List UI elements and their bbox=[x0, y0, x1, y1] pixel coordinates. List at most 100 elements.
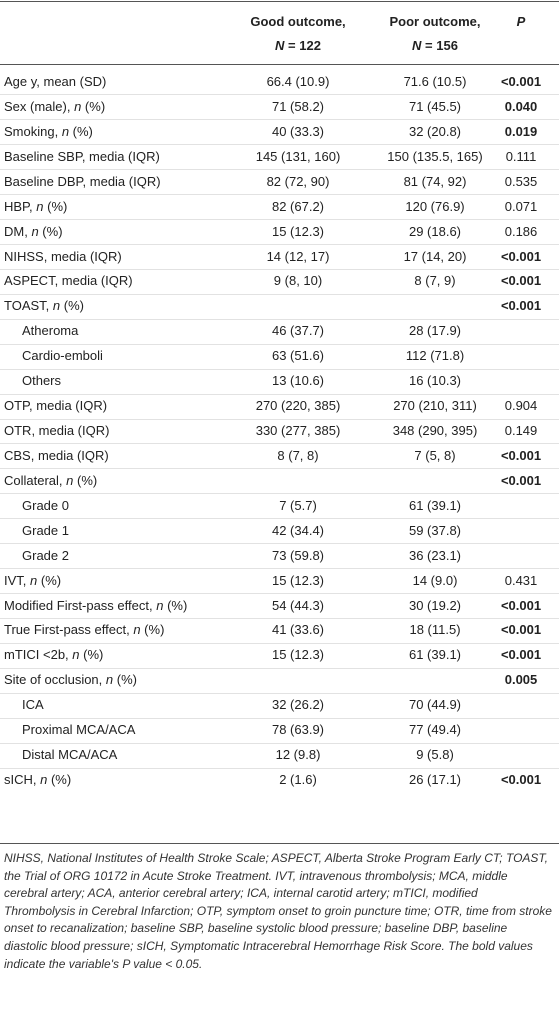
cell-p: <0.001 bbox=[500, 647, 542, 663]
header-rule bbox=[0, 64, 559, 65]
row-separator bbox=[0, 94, 559, 95]
row-separator bbox=[0, 618, 559, 619]
cell-good: 54 (44.3) bbox=[271, 597, 325, 613]
row-label: OTR, media (IQR) bbox=[4, 423, 110, 439]
header-cell: N = 156 bbox=[412, 38, 458, 53]
row-separator bbox=[0, 718, 559, 719]
cell-poor: 77 (49.4) bbox=[408, 722, 462, 738]
cell-good: 42 (34.4) bbox=[271, 522, 325, 538]
cell-poor: 348 (290, 395) bbox=[392, 423, 478, 439]
cell-p: 0.149 bbox=[504, 423, 538, 439]
cell-good: 15 (12.3) bbox=[271, 572, 325, 588]
header-cell: Good outcome, bbox=[250, 14, 346, 29]
header-cell: Poor outcome, bbox=[389, 14, 481, 29]
cell-good: 82 (67.2) bbox=[271, 198, 325, 214]
row-separator bbox=[0, 568, 559, 569]
row-separator bbox=[0, 419, 559, 420]
top-rule bbox=[0, 1, 559, 2]
row-separator bbox=[0, 244, 559, 245]
row-separator bbox=[0, 119, 559, 120]
cell-poor: 28 (17.9) bbox=[408, 323, 462, 339]
cell-p: 0.904 bbox=[504, 398, 538, 414]
row-label: NIHSS, media (IQR) bbox=[4, 248, 122, 264]
cell-poor: 16 (10.3) bbox=[408, 373, 462, 389]
cell-good: 9 (8, 10) bbox=[273, 273, 323, 289]
row-label: Others bbox=[22, 373, 62, 389]
row-separator bbox=[0, 593, 559, 594]
cell-poor: 29 (18.6) bbox=[408, 223, 462, 239]
row-label: mTICI <2b, n (%) bbox=[4, 647, 104, 663]
cell-poor: 270 (210, 311) bbox=[393, 398, 477, 414]
row-separator bbox=[0, 169, 559, 170]
row-label: Cardio-emboli bbox=[22, 348, 103, 364]
cell-good: 7 (5.7) bbox=[279, 497, 317, 513]
row-label: True First-pass effect, n (%) bbox=[4, 622, 165, 638]
row-label: Grade 1 bbox=[22, 522, 69, 538]
row-separator bbox=[0, 493, 559, 494]
row-separator bbox=[0, 668, 559, 669]
cell-good: 71 (58.2) bbox=[271, 98, 325, 114]
row-label: DM, n (%) bbox=[4, 223, 63, 239]
cell-good: 330 (277, 385) bbox=[255, 423, 341, 439]
row-separator bbox=[0, 468, 559, 469]
row-label: ASPECT, media (IQR) bbox=[4, 273, 133, 289]
cell-good: 66.4 (10.9) bbox=[266, 74, 330, 89]
row-separator bbox=[0, 394, 559, 395]
cell-poor: 17 (14, 20) bbox=[403, 248, 467, 264]
cell-poor: 120 (76.9) bbox=[405, 198, 465, 214]
row-label: Grade 0 bbox=[22, 497, 69, 513]
row-label: Site of occlusion, n (%) bbox=[4, 672, 137, 688]
row-label: Atheroma bbox=[22, 323, 79, 339]
row-label: IVT, n (%) bbox=[4, 572, 62, 588]
cell-p: 0.005 bbox=[504, 672, 538, 688]
cell-good: 8 (7, 8) bbox=[277, 447, 319, 463]
row-separator bbox=[0, 144, 559, 145]
row-label: Proximal MCA/ACA bbox=[22, 722, 136, 738]
cell-p: <0.001 bbox=[500, 273, 542, 289]
cell-poor: 32 (20.8) bbox=[408, 123, 462, 139]
cell-poor: 61 (39.1) bbox=[408, 647, 462, 663]
cell-poor: 70 (44.9) bbox=[408, 697, 462, 713]
cell-good: 63 (51.6) bbox=[271, 348, 325, 364]
cell-p: <0.001 bbox=[500, 74, 542, 89]
row-separator bbox=[0, 643, 559, 644]
cell-p: <0.001 bbox=[500, 472, 542, 488]
cell-good: 32 (26.2) bbox=[271, 697, 325, 713]
bottom-rule bbox=[0, 843, 559, 844]
cell-p: 0.040 bbox=[504, 98, 538, 114]
row-separator bbox=[0, 369, 559, 370]
row-label: Age y, mean (SD) bbox=[4, 74, 107, 89]
row-label: Smoking, n (%) bbox=[4, 123, 93, 139]
row-separator bbox=[0, 319, 559, 320]
row-label: Grade 2 bbox=[22, 547, 69, 563]
cell-good: 46 (37.7) bbox=[271, 323, 325, 339]
row-label: Baseline SBP, media (IQR) bbox=[4, 148, 160, 164]
row-separator bbox=[0, 269, 559, 270]
cell-good: 13 (10.6) bbox=[271, 373, 325, 389]
cell-good: 82 (72, 90) bbox=[266, 173, 330, 189]
cell-poor: 61 (39.1) bbox=[408, 497, 462, 513]
cell-p: <0.001 bbox=[500, 248, 542, 264]
footnote: NIHSS, National Institutes of Health Str… bbox=[4, 851, 552, 971]
cell-poor: 71.6 (10.5) bbox=[403, 74, 467, 89]
cell-good: 12 (9.8) bbox=[275, 747, 321, 763]
cell-p: 0.431 bbox=[504, 572, 538, 588]
cell-poor: 81 (74, 92) bbox=[403, 173, 467, 189]
row-label: Collateral, n (%) bbox=[4, 472, 98, 488]
row-separator bbox=[0, 344, 559, 345]
cell-good: 15 (12.3) bbox=[271, 223, 325, 239]
cell-p: <0.001 bbox=[500, 447, 542, 463]
cell-good: 145 (131, 160) bbox=[255, 148, 341, 164]
cell-good: 2 (1.6) bbox=[279, 772, 317, 788]
row-separator bbox=[0, 219, 559, 220]
row-label: TOAST, n (%) bbox=[4, 298, 84, 314]
cell-poor: 18 (11.5) bbox=[409, 622, 461, 638]
cell-poor: 26 (17.1) bbox=[408, 772, 462, 788]
cell-p: <0.001 bbox=[500, 772, 542, 788]
cell-p: 0.186 bbox=[504, 223, 538, 239]
row-separator bbox=[0, 743, 559, 744]
row-separator bbox=[0, 443, 559, 444]
row-separator bbox=[0, 294, 559, 295]
row-label: CBS, media (IQR) bbox=[4, 447, 109, 463]
row-separator bbox=[0, 768, 559, 769]
